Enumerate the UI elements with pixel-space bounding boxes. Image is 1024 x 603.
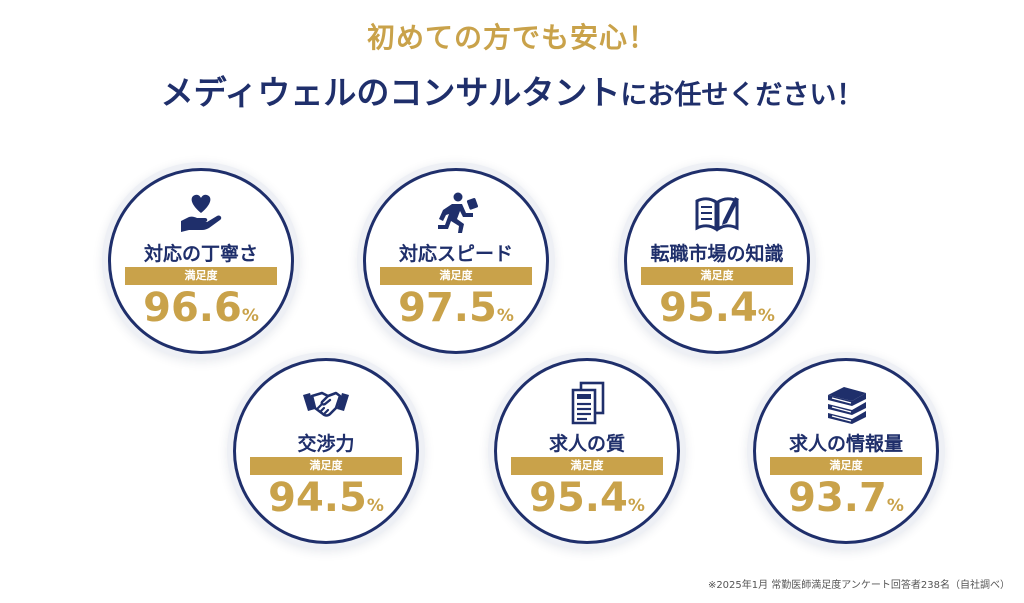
value-number: 94.5	[268, 475, 367, 521]
satisfaction-value: 97.5%	[366, 285, 546, 331]
value-number: 95.4	[659, 285, 758, 331]
card-label: 求人の質	[548, 433, 625, 455]
satisfaction-band: 満足度	[511, 457, 663, 475]
value-number: 97.5	[398, 285, 497, 331]
card-label: 転職市場の知識	[650, 243, 784, 265]
sub-heading: 初めての方でも安心！	[366, 21, 657, 54]
value-number: 95.4	[529, 475, 628, 521]
card-label: 対応の丁寧さ	[143, 243, 258, 265]
satisfaction-value: 93.7%	[756, 475, 936, 521]
value-percent: %	[886, 496, 904, 516]
main-heading: メディウェルのコンサルタントにお任せください！	[0, 66, 1024, 114]
satisfaction-value: 96.6%	[111, 285, 291, 331]
book-stack-icon	[822, 381, 870, 425]
survey-footnote: ※2025年1月 常勤医師満足度アンケート回答者238名（自社調べ）	[707, 580, 1010, 591]
value-percent: %	[627, 496, 645, 516]
satisfaction-band: 満足度	[125, 267, 277, 285]
value-percent: %	[241, 306, 259, 326]
satisfaction-band: 満足度	[250, 457, 402, 475]
satisfaction-value: 95.4%	[497, 475, 677, 521]
value-percent: %	[366, 496, 384, 516]
documents-icon	[563, 381, 611, 425]
satisfaction-band: 満足度	[380, 267, 532, 285]
value-number: 93.7	[788, 475, 887, 521]
satisfaction-band: 満足度	[641, 267, 793, 285]
satisfaction-card-job-volume: 求人の情報量 満足度 93.7%	[753, 358, 939, 544]
card-label: 求人の情報量	[788, 433, 903, 455]
value-number: 96.6	[143, 285, 242, 331]
hand-heart-icon	[177, 191, 225, 235]
handshake-icon	[302, 381, 350, 425]
main-heading-part2: にお任せください！	[620, 80, 864, 111]
satisfaction-value: 95.4%	[627, 285, 807, 331]
value-percent: %	[496, 306, 514, 326]
satisfaction-card-market-knowledge: 転職市場の知識 満足度 95.4%	[624, 168, 810, 354]
main-heading-part1: メディウェルのコンサルタント	[160, 73, 621, 112]
open-book-pen-icon	[693, 191, 741, 235]
satisfaction-card-job-quality: 求人の質 満足度 95.4%	[494, 358, 680, 544]
satisfaction-card-speed: 対応スピード 満足度 97.5%	[363, 168, 549, 354]
satisfaction-card-negotiation: 交渉力 満足度 94.5%	[233, 358, 419, 544]
satisfaction-value: 94.5%	[236, 475, 416, 521]
card-label: 対応スピード	[398, 243, 513, 265]
satisfaction-band: 満足度	[770, 457, 922, 475]
value-percent: %	[757, 306, 775, 326]
running-person-icon	[432, 191, 480, 235]
card-label: 交渉力	[297, 433, 355, 455]
satisfaction-card-politeness: 対応の丁寧さ 満足度 96.6%	[108, 168, 294, 354]
